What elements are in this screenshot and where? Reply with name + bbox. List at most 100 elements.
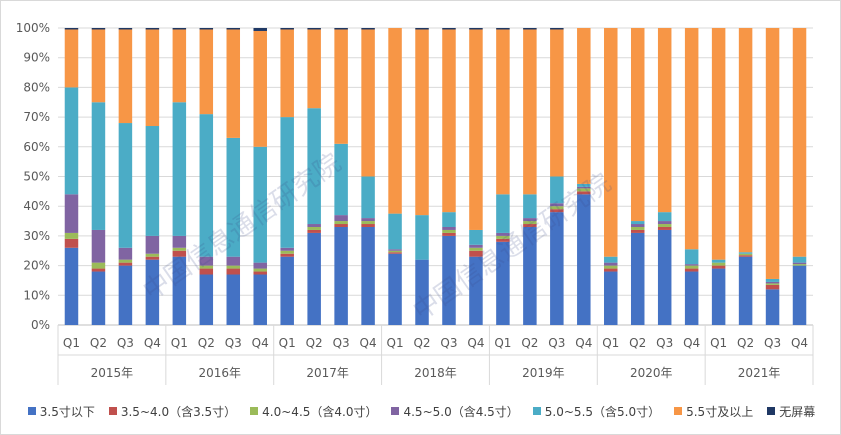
bar-segment-series-2 (577, 188, 591, 192)
bar-segment-series-2 (118, 259, 133, 263)
y-tick-label: 40% (23, 199, 50, 213)
bar-segment-series-2 (684, 265, 699, 269)
bar-segment-series-1 (550, 209, 564, 213)
bar-segment-series-6 (118, 28, 133, 30)
bar-segment-series-4 (361, 176, 375, 219)
bar-segment-series-5 (630, 28, 645, 222)
bar-segment-series-5 (684, 28, 699, 250)
bar-segment-series-0 (307, 232, 321, 325)
bar-segment-series-6 (469, 28, 483, 30)
bar-segment-series-4 (469, 229, 483, 245)
bar-segment-series-4 (388, 213, 402, 250)
legend-swatch (532, 407, 541, 415)
bar-segment-series-6 (145, 28, 160, 30)
legend-item: 无屏幕 (767, 403, 815, 420)
bar-segment-series-4 (199, 114, 214, 257)
x-tick-label: Q2 (629, 336, 646, 350)
bar-segment-series-3 (684, 264, 699, 266)
x-tick-label: Q1 (279, 336, 296, 350)
bar-segment-series-4 (226, 137, 241, 257)
bar-segment-series-3 (91, 229, 106, 263)
x-tick-label: Q3 (225, 336, 242, 350)
x-tick-label: Q2 (521, 336, 538, 350)
legend-swatch (250, 407, 259, 415)
bar-segment-series-6 (199, 28, 214, 30)
x-tick-label: Q3 (117, 336, 134, 350)
y-tick-label: 70% (23, 110, 50, 124)
bar-segment-series-1 (469, 250, 483, 257)
bar-segment-series-0 (577, 194, 591, 325)
bar-segment-series-5 (253, 30, 267, 147)
bar-segment-series-1 (711, 265, 726, 269)
bar-segment-series-2 (550, 206, 564, 210)
bar-segment-series-4 (792, 256, 807, 263)
bar-segment-series-4 (334, 143, 348, 216)
bar-segment-series-2 (64, 232, 79, 239)
bar-segment-series-5 (118, 29, 133, 124)
legend-item: 5.5寸及以上 (674, 403, 753, 420)
bar-segment-series-1 (145, 256, 160, 260)
x-tick-label: Q2 (198, 336, 215, 350)
bar-segment-series-3 (765, 281, 780, 284)
bar-segment-series-1 (118, 262, 133, 266)
bar-segment-series-2 (226, 265, 241, 269)
bar-segment-series-0 (388, 253, 402, 325)
bar-segment-series-1 (630, 229, 645, 233)
bar-segment-series-5 (415, 29, 429, 216)
bar-segment-series-0 (334, 226, 348, 325)
legend-label: 4.0~4.5（含4.0寸） (262, 404, 378, 419)
bar-segment-series-4 (145, 126, 160, 236)
bar-segment-series-1 (91, 268, 106, 272)
x-tick-label: Q1 (387, 336, 404, 350)
y-axis: 0% 10% 20% 30% 40% 50% 60% 70% 80% 90% 100% (16, 21, 50, 332)
bar-segment-series-5 (307, 29, 321, 109)
bar-segment-series-4 (738, 252, 753, 254)
bar-segment-series-0 (496, 241, 510, 325)
x-tick-label: Q3 (548, 336, 565, 350)
y-tick-label: 20% (23, 259, 50, 273)
bar-segment-series-0 (657, 229, 672, 325)
bar-segment-series-3 (604, 262, 618, 266)
bar-segment-series-6 (415, 28, 429, 30)
bar-segment-series-4 (577, 183, 591, 187)
bar-segment-series-3 (792, 262, 807, 265)
x-tick-label: Q4 (360, 336, 377, 350)
bar-segment-series-0 (226, 274, 241, 325)
bar-segment-series-1 (199, 268, 214, 275)
bar-segment-series-0 (361, 226, 375, 325)
x-tick-label: Q4 (683, 336, 700, 350)
bar-segment-series-3 (118, 247, 133, 260)
bar-segment-series-3 (172, 235, 187, 248)
bar-segment-series-6 (226, 28, 241, 30)
bar-segment-series-6 (307, 28, 321, 30)
bar-segment-series-3 (199, 256, 214, 266)
bar-segment-series-4 (64, 87, 79, 195)
bar-segment-series-4 (684, 249, 699, 265)
bar-segment-series-5 (496, 29, 510, 195)
x-tick-label: Q4 (467, 336, 484, 350)
bar-segment-series-2 (523, 221, 537, 225)
bars (64, 28, 807, 325)
bar-segment-series-2 (469, 247, 483, 251)
x-tick-label: Q4 (144, 336, 161, 350)
bar-segment-series-2 (253, 268, 267, 272)
bar-segment-series-5 (577, 28, 591, 184)
bar-segment-series-2 (604, 265, 618, 269)
bar-segment-series-6 (64, 28, 79, 30)
legend-label: 无屏幕 (779, 404, 816, 419)
bar-segment-series-0 (684, 271, 699, 325)
bar-segment-series-3 (657, 221, 672, 225)
bar-segment-series-4 (604, 256, 618, 263)
x-tick-label: Q1 (171, 336, 188, 350)
x-tick-label: Q2 (413, 336, 430, 350)
y-tick-label: 10% (23, 288, 50, 302)
bar-segment-series-3 (550, 203, 564, 207)
bar-segment-series-0 (604, 271, 618, 325)
bar-segment-series-6 (523, 28, 537, 30)
bar-segment-series-0 (738, 256, 753, 325)
legend-label: 5.5寸及以上 (686, 404, 754, 419)
bar-segment-series-5 (550, 29, 564, 177)
bar-segment-series-0 (199, 274, 214, 325)
bar-segment-series-1 (64, 238, 79, 248)
bar-segment-series-5 (469, 29, 483, 230)
